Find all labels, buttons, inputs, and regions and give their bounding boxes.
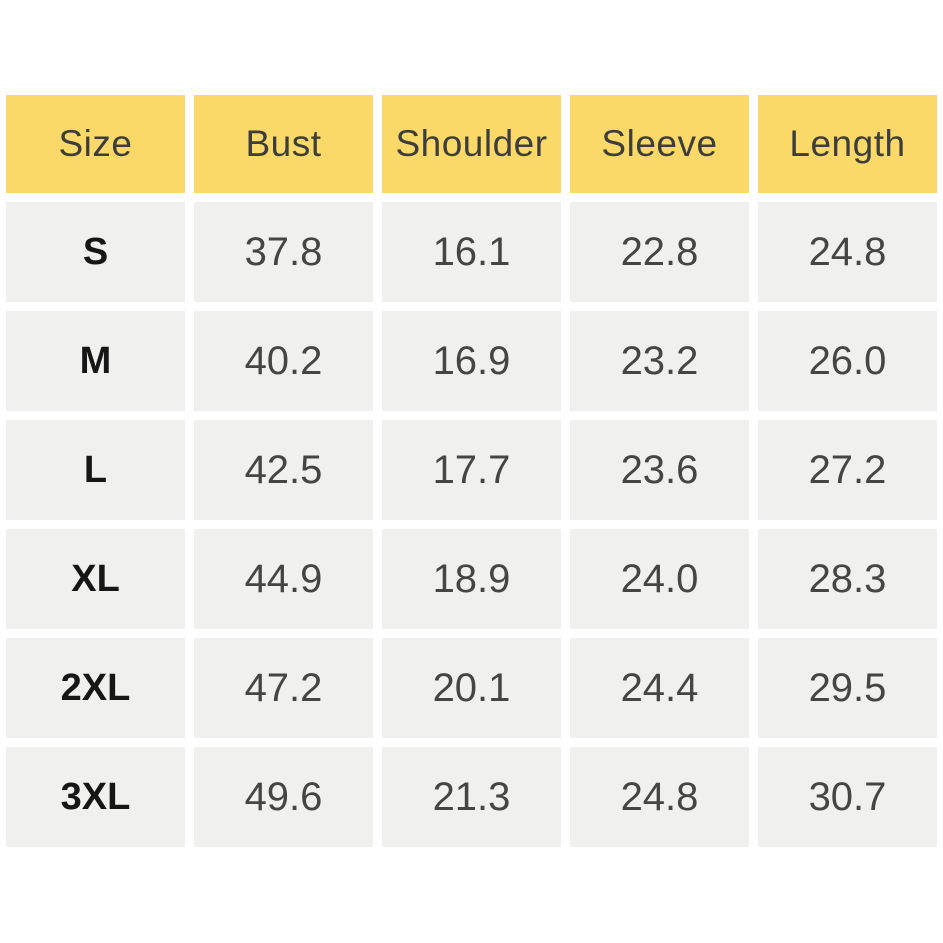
row-l-sleeve-value: 23.6 <box>570 420 749 520</box>
row-2xl-size-label: 2XL <box>6 638 185 738</box>
header-cell-length: Length <box>758 95 937 193</box>
row-s-length-value: 24.8 <box>758 202 937 302</box>
row-l-shoulder-value: 17.7 <box>382 420 561 520</box>
row-3xl-sleeve-value: 24.8 <box>570 747 749 847</box>
row-3xl-bust-value: 49.6 <box>194 747 373 847</box>
row-2xl-sleeve-value: 24.4 <box>570 638 749 738</box>
row-l-size-label: L <box>6 420 185 520</box>
row-m-size-label: M <box>6 311 185 411</box>
header-cell-bust: Bust <box>194 95 373 193</box>
row-s-shoulder-value: 16.1 <box>382 202 561 302</box>
row-xl-bust-value: 44.9 <box>194 529 373 629</box>
row-m-length-value: 26.0 <box>758 311 937 411</box>
size-chart-table: Size Bust Shoulder Sleeve Length S 37.8 … <box>6 95 937 847</box>
row-l-bust-value: 42.5 <box>194 420 373 520</box>
header-cell-shoulder: Shoulder <box>382 95 561 193</box>
row-m-bust-value: 40.2 <box>194 311 373 411</box>
row-xl-length-value: 28.3 <box>758 529 937 629</box>
row-l-length-value: 27.2 <box>758 420 937 520</box>
row-xl-shoulder-value: 18.9 <box>382 529 561 629</box>
row-2xl-length-value: 29.5 <box>758 638 937 738</box>
header-cell-sleeve: Sleeve <box>570 95 749 193</box>
row-3xl-length-value: 30.7 <box>758 747 937 847</box>
row-2xl-bust-value: 47.2 <box>194 638 373 738</box>
row-s-sleeve-value: 22.8 <box>570 202 749 302</box>
row-xl-sleeve-value: 24.0 <box>570 529 749 629</box>
header-cell-size: Size <box>6 95 185 193</box>
row-s-bust-value: 37.8 <box>194 202 373 302</box>
row-s-size-label: S <box>6 202 185 302</box>
row-m-shoulder-value: 16.9 <box>382 311 561 411</box>
row-m-sleeve-value: 23.2 <box>570 311 749 411</box>
row-3xl-shoulder-value: 21.3 <box>382 747 561 847</box>
row-3xl-size-label: 3XL <box>6 747 185 847</box>
row-xl-size-label: XL <box>6 529 185 629</box>
row-2xl-shoulder-value: 20.1 <box>382 638 561 738</box>
